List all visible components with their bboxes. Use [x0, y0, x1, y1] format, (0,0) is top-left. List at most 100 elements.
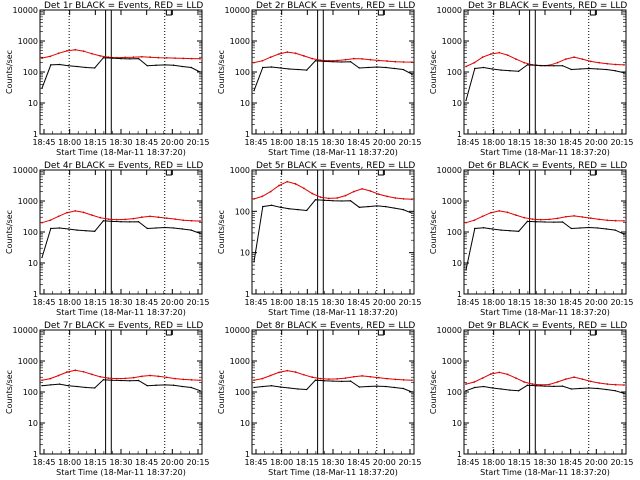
events-point — [297, 208, 299, 211]
lld-point — [182, 57, 185, 60]
events-point — [93, 67, 96, 69]
lld-point — [411, 379, 413, 382]
events-point — [288, 387, 290, 389]
events-point — [402, 68, 404, 71]
x-axis-label: Start Time (18-Mar-11 18:37:20) — [480, 468, 610, 477]
events-point — [137, 220, 140, 223]
lld-point — [319, 377, 322, 380]
lld-point — [90, 214, 93, 217]
x-tick-label: 18:45 — [347, 298, 370, 307]
events-point — [570, 227, 573, 230]
x-tick-label: 20:15 — [398, 298, 421, 307]
x-tick-label: 18:15 — [296, 138, 319, 147]
events-point — [120, 379, 122, 382]
events-point — [367, 66, 369, 69]
events-point — [190, 386, 192, 389]
lld-point — [278, 371, 280, 374]
events-point — [544, 221, 546, 223]
y-axis-label: Counts/sec — [5, 210, 14, 254]
events-point — [305, 388, 308, 391]
detector-panel-4: Det 4r BLACK = Events, RED = LLD 1 10 100 10… — [5, 161, 210, 317]
events-point — [288, 68, 290, 70]
x-tick-label: 18:45 — [456, 458, 479, 467]
lld-point — [90, 373, 93, 376]
events-point — [172, 227, 175, 229]
lld-point — [165, 376, 168, 379]
x-tick-label: 18:00 — [482, 458, 505, 467]
lld-point — [41, 57, 43, 60]
lld-point — [302, 373, 305, 376]
lld-point — [481, 215, 484, 218]
events-point — [491, 387, 494, 389]
detector-panel-7: Det 7r BLACK = Events, RED = LLD 1 10 100 10… — [5, 321, 210, 477]
lld-point — [41, 379, 43, 382]
lld-point — [514, 214, 517, 217]
events-point — [67, 228, 70, 230]
y-tick-label: 100 — [235, 68, 250, 77]
panel-title: Det 2r BLACK = Events, RED = LLD — [256, 1, 415, 11]
lld-point — [140, 375, 143, 378]
lld-point — [523, 216, 526, 219]
events-point — [509, 70, 511, 72]
detector-panel-1: Det 1r BLACK = Events, RED = LLD 1 10 100 10… — [5, 1, 210, 157]
events-point — [474, 386, 476, 389]
lld-point — [115, 377, 118, 380]
lld-point — [573, 56, 576, 59]
lld-point — [182, 219, 185, 222]
events-point — [253, 386, 255, 389]
x-tick-label: 18:00 — [270, 458, 293, 467]
lld-point — [199, 57, 201, 60]
x-tick-label: 18:30 — [109, 298, 132, 307]
lld-point — [107, 218, 110, 221]
lld-point — [394, 60, 397, 63]
events-point — [199, 71, 201, 73]
events-point — [129, 58, 131, 60]
lld-series-line — [253, 181, 413, 200]
x-tick-label: 18:15 — [508, 138, 531, 147]
x-tick-label: 20:15 — [610, 138, 633, 147]
events-point — [376, 385, 378, 387]
events-point — [393, 386, 396, 389]
y-tick-label: 10000 — [13, 166, 38, 175]
events-point — [262, 66, 264, 69]
events-point — [164, 384, 166, 386]
lld-point — [294, 52, 297, 55]
y-tick-label: 1 — [33, 450, 38, 459]
events-point — [544, 64, 546, 67]
events-point — [596, 387, 599, 390]
y-tick-label: 1000 — [18, 357, 38, 366]
y-tick-label: 1 — [33, 130, 38, 139]
x-axis-label: Start Time (18-Mar-11 18:37:20) — [268, 468, 398, 477]
events-point — [500, 388, 502, 390]
lld-point — [165, 56, 168, 59]
events-point — [155, 227, 157, 229]
lld-point — [302, 55, 305, 57]
lld-point — [132, 217, 135, 220]
events-point — [376, 66, 378, 68]
events-point — [76, 65, 78, 68]
x-tick-label: 20:00 — [373, 138, 396, 147]
lld-point — [473, 381, 476, 383]
events-point — [553, 385, 555, 388]
events-point — [305, 209, 308, 212]
x-tick-label: 20:15 — [186, 458, 209, 467]
events-point — [190, 229, 192, 231]
x-tick-label: 18:45 — [456, 298, 479, 307]
y-tick-label: 10000 — [225, 6, 250, 15]
events-point — [341, 380, 343, 383]
events-point — [288, 208, 290, 210]
events-point — [623, 392, 625, 395]
y-tick-label: 1 — [457, 450, 462, 459]
y-axis-label: Counts/sec — [217, 210, 226, 254]
lld-point — [336, 197, 339, 199]
lld-point — [269, 56, 272, 59]
events-point — [129, 221, 131, 223]
lld-point — [190, 57, 193, 60]
x-tick-label: 20:15 — [398, 458, 421, 467]
y-tick-label: 100 — [235, 207, 250, 216]
events-point — [270, 384, 273, 387]
lld-point — [74, 48, 77, 51]
events-point — [384, 66, 387, 69]
y-tick-label: 10 — [452, 99, 462, 108]
